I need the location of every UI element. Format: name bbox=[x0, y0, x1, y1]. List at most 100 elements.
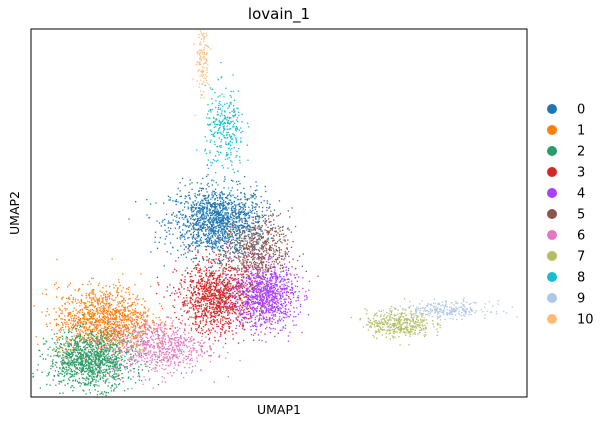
scatter-point bbox=[223, 199, 225, 202]
scatter-point bbox=[131, 302, 133, 304]
scatter-point bbox=[59, 351, 61, 353]
scatter-point bbox=[218, 290, 220, 292]
scatter-point bbox=[133, 354, 135, 357]
scatter-point bbox=[121, 335, 124, 337]
scatter-point bbox=[219, 200, 222, 203]
scatter-point bbox=[231, 286, 234, 288]
scatter-point bbox=[89, 297, 91, 299]
scatter-point bbox=[56, 322, 58, 325]
scatter-point bbox=[111, 323, 113, 325]
scatter-point bbox=[223, 222, 225, 224]
scatter-point bbox=[220, 328, 222, 330]
scatter-point bbox=[83, 363, 85, 366]
scatter-point bbox=[55, 384, 57, 386]
scatter-point bbox=[70, 374, 72, 376]
scatter-point bbox=[202, 212, 204, 214]
scatter-point bbox=[202, 310, 205, 312]
scatter-point bbox=[211, 184, 213, 186]
scatter-point bbox=[252, 196, 254, 198]
scatter-point bbox=[184, 195, 186, 197]
scatter-point bbox=[95, 326, 97, 329]
scatter-point bbox=[230, 201, 232, 203]
scatter-point bbox=[255, 181, 257, 183]
scatter-point bbox=[127, 316, 129, 318]
scatter-point bbox=[220, 232, 222, 234]
scatter-point bbox=[241, 220, 243, 222]
scatter-point bbox=[216, 224, 218, 227]
scatter-point bbox=[164, 218, 166, 221]
scatter-point bbox=[193, 215, 195, 217]
scatter-point bbox=[211, 211, 213, 213]
scatter-point bbox=[194, 267, 196, 269]
scatter-point bbox=[107, 333, 109, 335]
scatter-point bbox=[64, 307, 66, 309]
scatter-point bbox=[88, 310, 90, 312]
scatter-point bbox=[96, 324, 98, 326]
scatter-point bbox=[138, 298, 140, 301]
scatter-point bbox=[103, 303, 106, 305]
scatter-point bbox=[75, 335, 77, 337]
scatter-point bbox=[164, 321, 167, 323]
scatter-point bbox=[70, 386, 72, 389]
scatter-point bbox=[125, 318, 127, 321]
scatter-point bbox=[116, 368, 118, 370]
scatter-point bbox=[115, 337, 117, 339]
scatter-point bbox=[236, 233, 238, 235]
scatter-point bbox=[205, 212, 207, 214]
scatter-point bbox=[88, 319, 90, 321]
scatter-point bbox=[113, 287, 115, 289]
scatter-point bbox=[212, 327, 214, 329]
scatter-point bbox=[193, 203, 195, 206]
scatter-point bbox=[114, 343, 116, 346]
scatter-point bbox=[66, 308, 68, 310]
scatter-point bbox=[124, 313, 126, 315]
scatter-point bbox=[103, 359, 105, 361]
scatter-point bbox=[68, 313, 70, 315]
scatter-point bbox=[100, 366, 102, 369]
scatter-point bbox=[223, 193, 226, 195]
scatter-point bbox=[141, 380, 143, 382]
scatter-point bbox=[235, 284, 237, 286]
scatter-point bbox=[104, 344, 106, 347]
scatter-point bbox=[256, 258, 258, 260]
scatter-point bbox=[88, 349, 90, 351]
scatter-points bbox=[32, 30, 518, 397]
scatter-point bbox=[109, 362, 112, 364]
scatter-point bbox=[206, 225, 209, 227]
scatter-point bbox=[230, 235, 232, 238]
scatter-point bbox=[97, 312, 100, 314]
scatter-point bbox=[226, 209, 228, 211]
scatter-point bbox=[122, 340, 124, 342]
scatter-point bbox=[112, 363, 114, 365]
scatter-point bbox=[102, 334, 105, 336]
scatter-point bbox=[80, 354, 82, 357]
scatter-point bbox=[79, 309, 81, 311]
scatter-point bbox=[88, 318, 90, 320]
scatter-point bbox=[92, 339, 94, 342]
scatter-point bbox=[95, 320, 97, 322]
scatter-point bbox=[107, 342, 109, 345]
scatter-point bbox=[56, 355, 58, 357]
scatter-point bbox=[115, 317, 117, 320]
scatter-point bbox=[235, 218, 237, 220]
scatter-point bbox=[273, 250, 275, 252]
scatter-point bbox=[92, 334, 94, 336]
scatter-point bbox=[127, 310, 130, 312]
scatter-point bbox=[98, 297, 100, 299]
scatter-point bbox=[222, 235, 225, 237]
scatter-point bbox=[175, 260, 177, 262]
scatter-point bbox=[196, 194, 199, 196]
scatter-point bbox=[102, 316, 104, 318]
scatter-point bbox=[186, 304, 188, 306]
scatter-point bbox=[221, 219, 223, 221]
scatter-point bbox=[170, 253, 172, 255]
scatter-point bbox=[201, 293, 204, 295]
scatter-point bbox=[102, 372, 104, 374]
scatter-point bbox=[208, 194, 210, 196]
scatter-point bbox=[110, 339, 112, 341]
scatter-point bbox=[225, 256, 227, 258]
scatter-point bbox=[104, 312, 106, 314]
scatter-point bbox=[95, 357, 97, 359]
scatter-point bbox=[222, 229, 225, 231]
scatter-point bbox=[169, 242, 172, 244]
